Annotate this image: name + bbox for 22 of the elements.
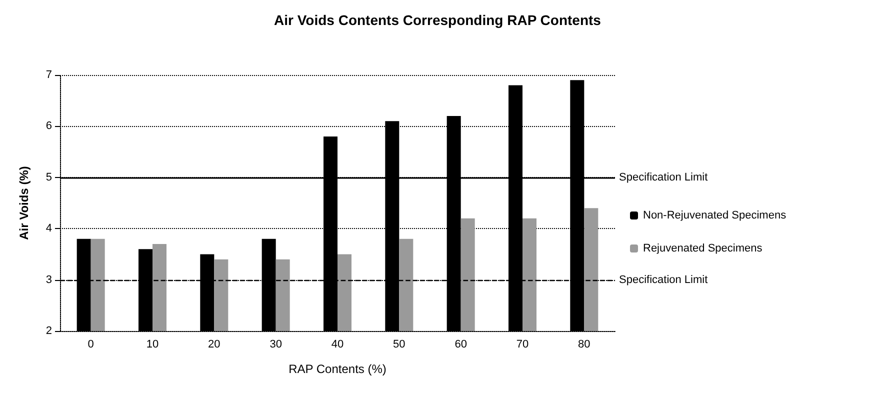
x-tick-label: 50 [393,338,406,350]
y-tick-label: 5 [46,171,52,184]
x-tick-label: 20 [208,338,220,350]
y-tick-label: 4 [46,222,52,235]
x-tick-label: 10 [146,338,159,350]
legend-label: Rejuvenated Specimens [643,242,763,254]
ref-line-label: Specification Limit [619,274,708,286]
y-tick-label: 3 [46,274,52,286]
ref-line-label: Specification Limit [619,171,708,184]
y-tick-label: 6 [46,120,52,132]
y-axis-title: Air Voids (%) [17,166,31,240]
x-tick-label: 0 [88,338,94,350]
x-tick-label: 70 [516,338,529,350]
legend-label: Non-Rejuvenated Specimens [643,210,787,222]
y-tick-label: 7 [46,69,52,81]
x-tick-label: 40 [331,338,344,350]
x-tick-label: 80 [578,338,590,350]
x-tick-label: 30 [270,338,282,350]
x-tick-label: 60 [454,338,467,350]
x-axis-title: RAP Contents (%) [288,362,386,376]
y-tick-label: 2 [46,325,52,337]
chart-title: Air Voids Contents Corresponding RAP Contents [274,12,602,28]
